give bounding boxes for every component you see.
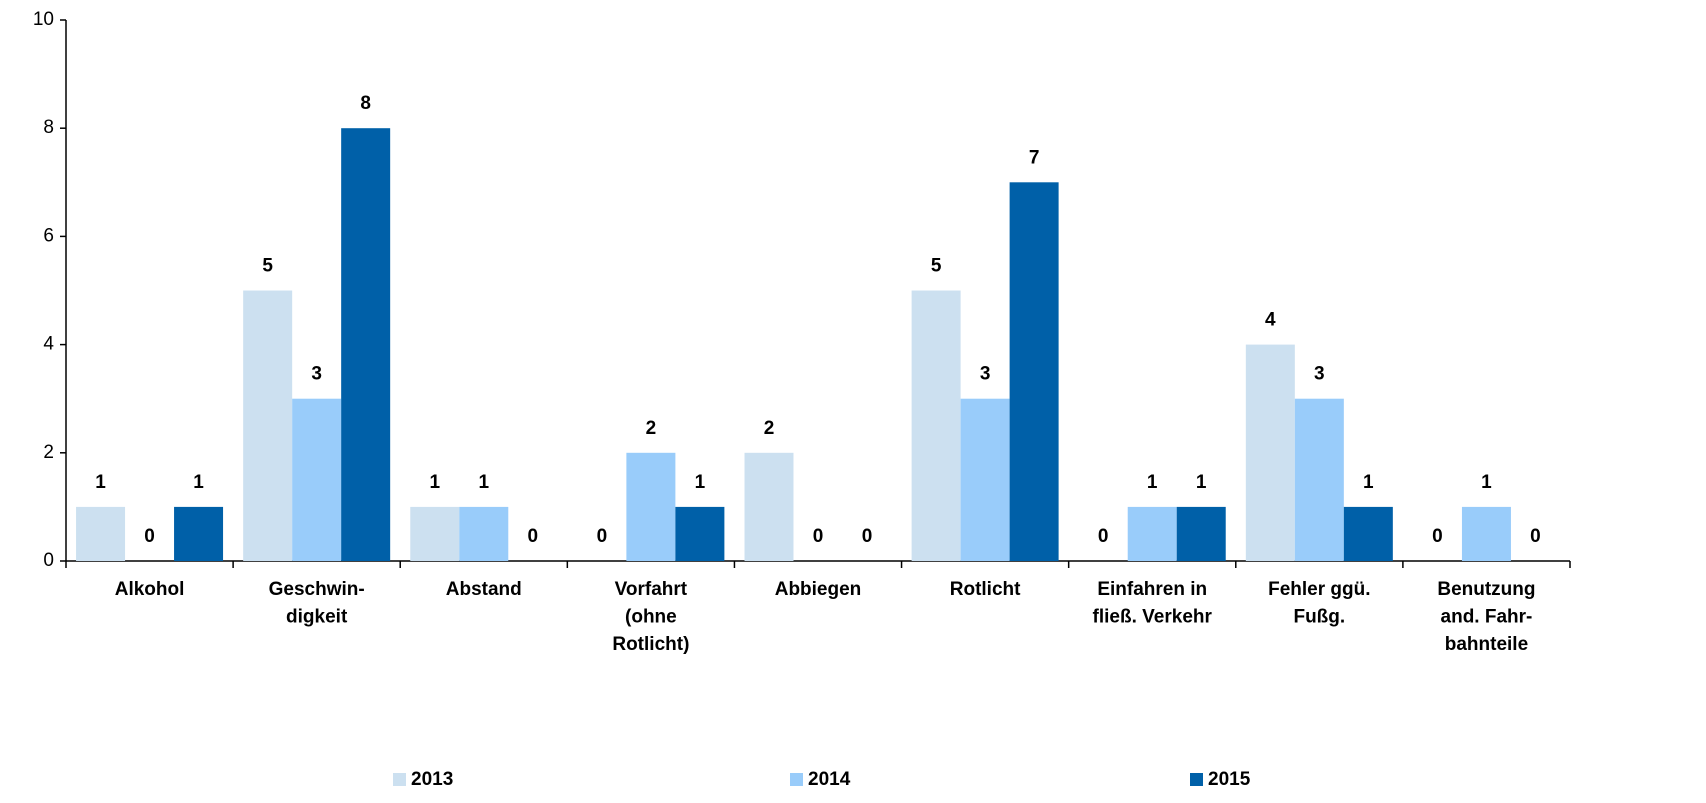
x-tick-label: Geschwin-digkeit (269, 579, 365, 628)
bar (1294, 398, 1344, 561)
bar (1009, 182, 1059, 562)
bar (1245, 344, 1295, 561)
data-label: 0 (527, 526, 538, 547)
bar (1461, 506, 1511, 561)
x-tick-label: Vorfahrt (ohne Rotlicht) (612, 579, 689, 655)
data-label: 1 (695, 472, 706, 493)
bar (1176, 506, 1226, 561)
x-tick-label: Benutzung and. Fahr-bahnteile (1437, 579, 1535, 655)
legend-label: 2014 (808, 769, 851, 790)
x-tick-label: Fehler ggü. Fußg. (1268, 579, 1370, 628)
data-label: 0 (1098, 526, 1109, 547)
data-label: 0 (1530, 526, 1541, 547)
bar (744, 452, 794, 561)
x-tick-label-line: Vorfahrt (615, 579, 688, 600)
legend-label: 2015 (1208, 769, 1251, 790)
x-tick-label-line: Abstand (446, 579, 522, 600)
y-tick-label: 4 (43, 334, 54, 355)
data-label: 1 (193, 472, 204, 493)
legend-swatch (393, 773, 406, 786)
data-label: 1 (1481, 472, 1492, 493)
data-label: 1 (1196, 472, 1207, 493)
y-tick-label: 10 (33, 9, 54, 30)
x-tick-label: Alkohol (115, 579, 185, 600)
bar (76, 506, 126, 561)
x-tick-label-line: (ohne (625, 607, 677, 628)
bar (243, 290, 293, 561)
legend-swatch (790, 773, 803, 786)
y-tick-label: 8 (43, 117, 54, 138)
x-tick-label: Abbiegen (775, 579, 862, 600)
bar (410, 506, 460, 561)
legend-swatch (1190, 773, 1203, 786)
data-label: 5 (262, 256, 273, 277)
y-tick-label: 6 (43, 225, 54, 246)
x-tick-label-line: Fußg. (1293, 607, 1345, 628)
data-label: 1 (478, 472, 489, 493)
bar (292, 398, 342, 561)
bar (960, 398, 1010, 561)
data-label: 3 (1314, 364, 1325, 385)
data-label: 8 (360, 93, 371, 114)
data-label: 0 (597, 526, 608, 547)
data-label: 0 (144, 526, 155, 547)
data-label: 4 (1265, 310, 1276, 331)
data-label: 1 (429, 472, 440, 493)
bar (675, 506, 725, 561)
data-label: 2 (646, 418, 657, 439)
data-label: 1 (1147, 472, 1158, 493)
data-label: 0 (813, 526, 824, 547)
bar (1127, 506, 1177, 561)
data-label: 1 (1363, 472, 1374, 493)
y-tick-label: 2 (43, 442, 54, 463)
data-label: 3 (311, 364, 322, 385)
data-label: 7 (1029, 147, 1040, 168)
data-label: 5 (931, 256, 942, 277)
legend-label: 2013 (411, 769, 453, 790)
bar (459, 506, 509, 561)
x-tick-label-line: Abbiegen (775, 579, 862, 600)
x-tick-label: Rotlicht (950, 579, 1021, 600)
x-tick-label-line: bahnteile (1445, 634, 1528, 655)
bar (1343, 506, 1393, 561)
x-tick-label-line: Einfahren in (1097, 579, 1207, 600)
bar (911, 290, 961, 561)
bar (174, 506, 224, 561)
data-label: 0 (862, 526, 873, 547)
x-tick-label: Abstand (446, 579, 522, 600)
x-tick-label-line: digkeit (286, 607, 348, 628)
x-tick-label-line: Alkohol (115, 579, 185, 600)
bar (341, 128, 391, 561)
x-tick-label-line: and. Fahr- (1441, 607, 1533, 628)
x-tick-label-line: Geschwin- (269, 579, 365, 600)
data-label: 2 (764, 418, 775, 439)
x-tick-label-line: Rotlicht (950, 579, 1021, 600)
bar (626, 452, 676, 561)
data-label: 1 (95, 472, 106, 493)
y-tick-label: 0 (43, 550, 54, 571)
x-tick-label-line: Fehler ggü. (1268, 579, 1370, 600)
x-tick-label: Einfahren in fließ. Verkehr (1093, 579, 1213, 628)
data-label: 3 (980, 364, 991, 385)
x-tick-label-line: Rotlicht) (612, 634, 689, 655)
x-tick-label-line: fließ. Verkehr (1093, 607, 1213, 628)
data-label: 0 (1432, 526, 1443, 547)
x-tick-label-line: Benutzung (1437, 579, 1535, 600)
